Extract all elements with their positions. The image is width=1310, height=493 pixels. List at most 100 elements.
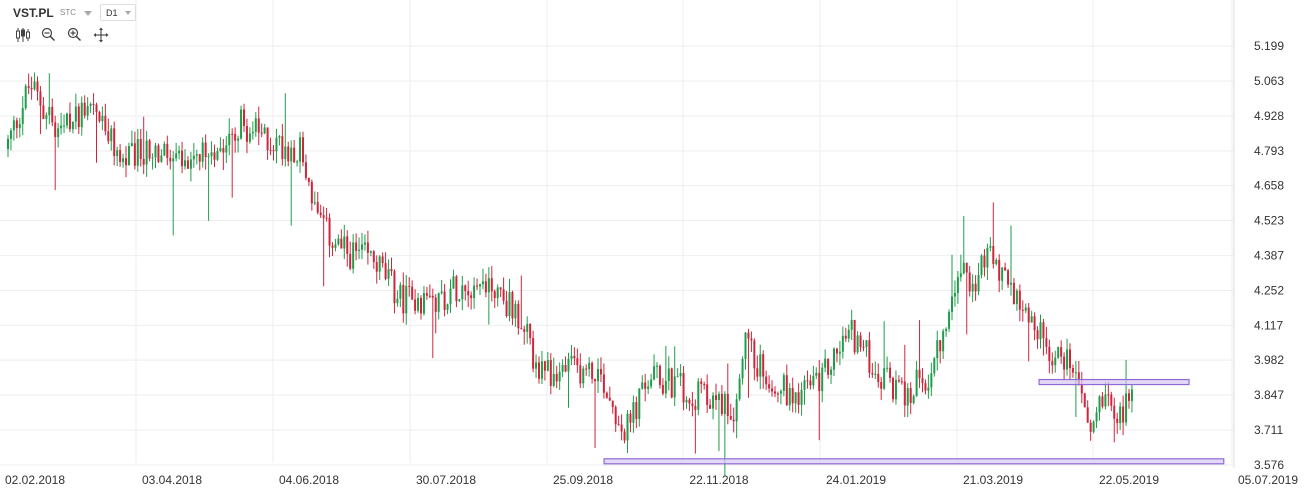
candle-body — [502, 289, 505, 301]
candle-body — [175, 153, 178, 159]
candle-body — [853, 320, 856, 353]
candle-body — [1048, 346, 1051, 362]
candle-body — [287, 146, 290, 162]
candle-body — [113, 128, 116, 157]
zoom-in-icon[interactable] — [66, 26, 83, 43]
symbol-dropdown-icon[interactable] — [84, 11, 92, 16]
candle-body — [1101, 396, 1104, 407]
exchange-label: STC — [60, 8, 76, 17]
candle-body — [133, 143, 136, 166]
candle-body — [358, 249, 361, 251]
candle-body — [464, 285, 467, 292]
symbol-label[interactable]: VST.PL — [13, 6, 54, 20]
candle-body — [1071, 368, 1074, 373]
candle-body — [455, 276, 458, 302]
candle-body — [1095, 412, 1098, 422]
candle-body — [390, 269, 393, 272]
candle-body — [278, 136, 281, 138]
move-icon[interactable] — [92, 26, 109, 43]
candle-body — [254, 118, 257, 132]
candle-body — [422, 293, 425, 314]
candle-body — [602, 374, 605, 393]
candle-body — [378, 256, 381, 272]
candle-body — [661, 384, 664, 394]
candle-body — [95, 104, 98, 113]
candle-body — [974, 283, 977, 292]
candle-body — [127, 146, 130, 166]
candle-body — [653, 366, 656, 380]
candle-body — [862, 346, 865, 348]
candle-body — [431, 295, 434, 298]
candle-body — [529, 323, 532, 339]
candle-body — [361, 244, 363, 250]
candle-body — [776, 393, 779, 395]
candle-body — [889, 367, 892, 378]
candle-body — [1039, 322, 1042, 340]
candle-body — [302, 137, 304, 163]
candle-body — [60, 125, 63, 129]
candle-body — [1057, 347, 1060, 358]
candle-body — [446, 304, 449, 310]
candle-body — [762, 354, 765, 377]
candle-body — [791, 388, 794, 404]
candle-body — [561, 364, 564, 372]
candle-body — [467, 291, 470, 296]
candle-body — [782, 375, 785, 391]
candle-body — [709, 404, 712, 409]
candle-body — [951, 296, 953, 312]
candlestick-type-icon[interactable] — [14, 26, 31, 43]
candle-body — [12, 120, 15, 131]
candle-body — [788, 388, 791, 406]
candle-body — [487, 278, 490, 293]
candle-body — [594, 378, 597, 382]
candle-body — [119, 150, 122, 163]
candle-body — [1018, 290, 1021, 310]
candle-body — [892, 377, 894, 400]
candle-body — [269, 150, 272, 152]
candle-body — [546, 360, 549, 371]
candle-body — [930, 373, 933, 388]
candle-body — [871, 372, 874, 375]
candle-body — [366, 242, 369, 253]
candle-body — [508, 292, 511, 317]
zoom-out-icon[interactable] — [40, 26, 57, 43]
candle-body — [650, 379, 653, 387]
candle-body — [30, 87, 33, 90]
candle-body — [676, 376, 679, 378]
candle-body — [673, 376, 676, 398]
candle-body — [110, 128, 113, 142]
y-tick-label: 3.711 — [1254, 423, 1283, 437]
candle-body — [461, 285, 464, 300]
candle-body — [812, 375, 815, 386]
candle-body — [260, 132, 263, 134]
candle-body — [470, 295, 473, 298]
candle-body — [411, 286, 414, 300]
candle-body — [181, 150, 184, 167]
candle-body — [198, 154, 201, 162]
candle-body — [222, 148, 225, 153]
candle-body — [266, 127, 269, 151]
y-tick-label: 3.576 — [1254, 458, 1284, 472]
x-tick-label: 22.05.2019 — [1099, 473, 1159, 487]
candle-body — [107, 131, 110, 142]
x-tick-label: 05.07.2019 — [1238, 473, 1298, 487]
candle-body — [735, 399, 738, 422]
candle-body — [234, 134, 237, 141]
candle-body — [1069, 349, 1071, 369]
candle-body — [874, 373, 877, 375]
candle-body — [21, 108, 24, 124]
candle-body — [597, 368, 599, 382]
chart-header: VST.PL STC D1 — [0, 0, 300, 26]
candle-body — [189, 159, 192, 169]
candle-body — [747, 332, 750, 339]
candle-body — [1021, 309, 1024, 311]
candle-body — [15, 120, 18, 129]
candle-body — [319, 212, 322, 216]
candle-body — [48, 106, 51, 116]
zone-rect-2 — [603, 458, 1225, 465]
timeframe-select[interactable]: D1 — [100, 4, 136, 21]
candle-body — [39, 91, 42, 106]
candle-body — [275, 137, 278, 152]
candle-body — [629, 413, 632, 423]
